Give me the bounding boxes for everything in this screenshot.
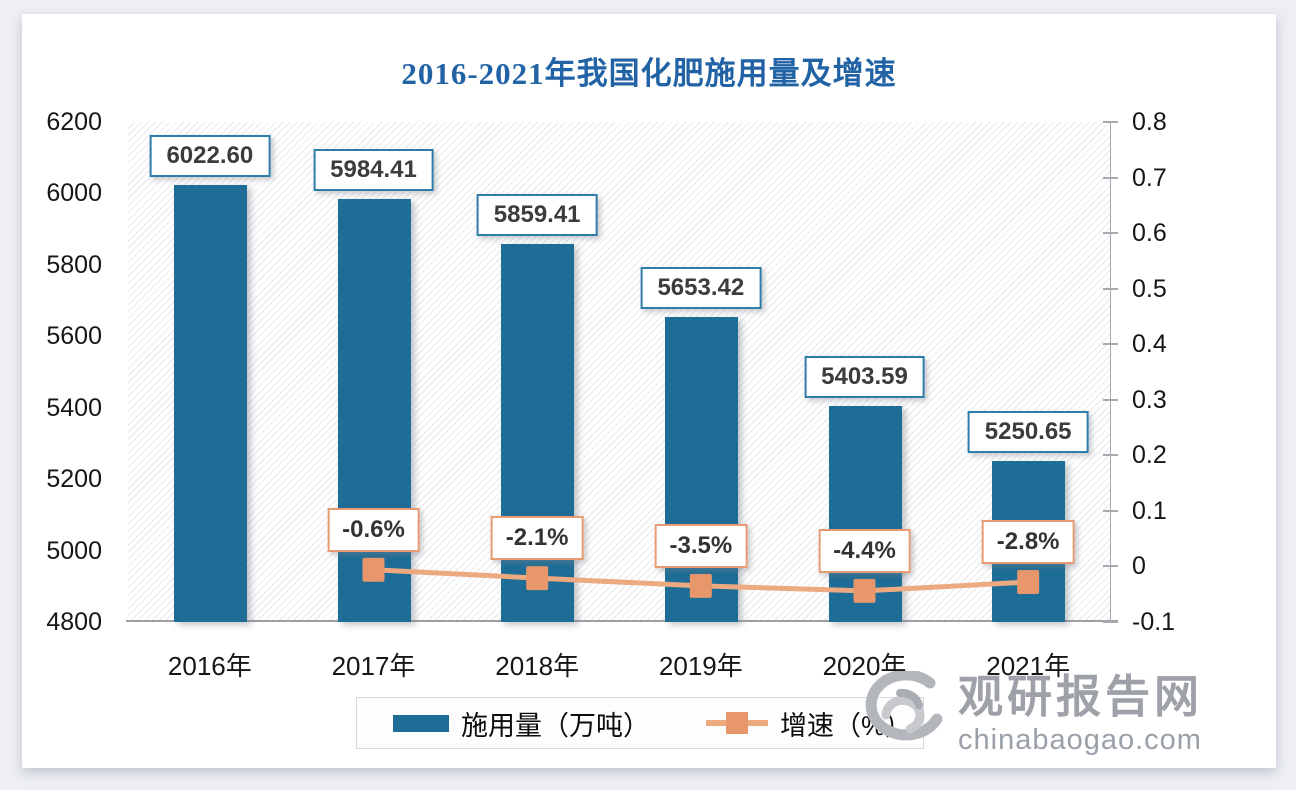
x-axis-label: 2016年 <box>167 651 252 681</box>
right-axis-tick <box>1103 565 1118 568</box>
watermark-site-name: 观研报告网 <box>958 671 1204 722</box>
bar-2016年 <box>173 185 247 622</box>
x-axis-label: 2018年 <box>495 651 580 681</box>
growth-rate-label: -2.1% <box>490 516 584 561</box>
legend-bar-swatch-icon <box>393 714 449 732</box>
x-axis-line <box>126 620 1118 622</box>
watermark-site-url: chinabaogao.com <box>958 724 1202 756</box>
left-axis-tick-label: 6000 <box>46 179 102 208</box>
growth-rate-label: -3.5% <box>654 523 748 568</box>
right-axis-tick-label: 0.7 <box>1132 163 1167 192</box>
x-axis-label: 2021年 <box>986 651 1071 681</box>
right-axis-tick <box>1103 621 1118 623</box>
right-axis-tick-label: 0.2 <box>1132 441 1167 470</box>
trend-line-layer <box>362 557 1040 603</box>
right-axis-tick <box>1103 343 1118 346</box>
trend-marker <box>1017 570 1040 594</box>
right-axis-tick-label: 0.1 <box>1132 496 1167 525</box>
bar-value-label: 5984.41 <box>313 148 434 191</box>
right-axis-tick-label: 0.5 <box>1132 274 1167 303</box>
left-axis-tick-label: 5600 <box>46 322 102 351</box>
right-axis-tick <box>1103 509 1118 512</box>
right-axis-tick <box>1103 287 1118 290</box>
x-axis-label: 2019年 <box>658 651 743 681</box>
chart-legend: 施用量（万吨） 增速（%） <box>356 697 924 749</box>
right-axis-tick-label: 0.3 <box>1132 385 1167 414</box>
right-axis-tick-label: 0.4 <box>1132 330 1167 359</box>
left-axis-tick-label: 4800 <box>46 608 102 636</box>
legend-item-bar: 施用量（万吨） <box>393 704 650 743</box>
x-axis-label: 2017年 <box>331 651 416 681</box>
bar-2019年 <box>664 317 738 622</box>
chart-title: 2016-2021年我国化肥施用量及增速 <box>401 56 897 91</box>
left-axis-tick-label: 5400 <box>46 393 102 422</box>
watermark-text: 观研报告网 chinabaogao.com <box>958 671 1203 757</box>
right-axis-tick-label: 0 <box>1132 552 1146 581</box>
bar-value-label: 5859.41 <box>476 193 598 236</box>
watermark-swirl-logo-icon <box>865 671 943 741</box>
right-axis-tick <box>1103 398 1118 401</box>
watermark: 观研报告网 chinabaogao.com <box>856 671 1203 757</box>
trend-marker <box>526 566 549 591</box>
growth-rate-label: -2.8% <box>981 520 1075 564</box>
left-axis-tick-label: 5000 <box>46 536 102 565</box>
trend-marker <box>689 573 712 598</box>
growth-rate-label: -4.4% <box>818 528 911 573</box>
legend-bar-label: 施用量（万吨） <box>461 710 650 741</box>
plot-area: 6022.60 5984.41 5859.41 5653.42 5403.59 5250.… <box>128 122 1110 622</box>
right-axis-tick-label: 0.8 <box>1132 108 1167 136</box>
bar-value-label: 5250.65 <box>967 411 1089 454</box>
right-axis-line <box>1110 122 1111 622</box>
right-axis-tick-label: -0.1 <box>1132 608 1176 636</box>
legend-line-swatch-icon <box>706 711 768 735</box>
trend-marker <box>853 578 876 603</box>
right-axis-tick <box>1103 232 1118 235</box>
left-axis-tick-label: 6200 <box>46 108 102 136</box>
bar-value-label: 5403.59 <box>804 356 925 399</box>
right-axis-tick <box>1103 176 1118 179</box>
bar-value-label: 5653.42 <box>640 267 762 310</box>
legend-line-marker <box>726 712 748 734</box>
right-axis-tick <box>1103 454 1118 457</box>
right-axis-tick <box>1103 121 1118 123</box>
right-axis-tick-label: 0.6 <box>1132 219 1167 248</box>
chart-card: 2016-2021年我国化肥施用量及增速 6022.60 5984.41 5859.… <box>22 14 1276 768</box>
left-axis-tick-label: 5200 <box>46 465 102 494</box>
bar-value-label: 6022.60 <box>149 135 271 178</box>
left-axis-tick-label: 5800 <box>46 250 102 279</box>
trend-marker <box>362 557 385 582</box>
growth-rate-label: -0.6% <box>327 507 420 552</box>
